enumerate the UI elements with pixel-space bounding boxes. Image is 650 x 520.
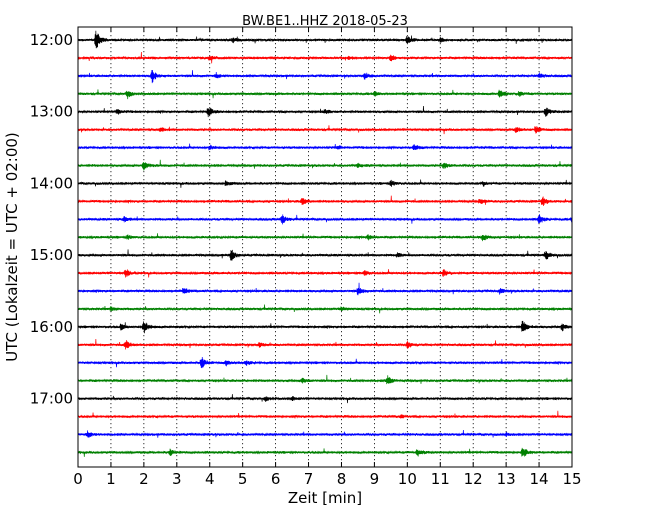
x-tick-label: 9 (370, 470, 380, 488)
trace-1400 (77, 179, 573, 188)
trace-1715 (77, 410, 573, 419)
trace-1745 (77, 447, 573, 457)
y-tick-label: 16:00 (30, 318, 73, 336)
y-tick-label: 17:00 (30, 390, 73, 408)
trace-1515 (77, 269, 573, 278)
x-tick-label: 3 (172, 470, 182, 488)
trace-1630 (77, 356, 573, 369)
trace-1245 (77, 89, 573, 100)
trace-1545 (77, 304, 573, 314)
trace-1345 (77, 159, 573, 171)
y-tick-label: 15:00 (30, 246, 73, 264)
x-tick-label: 8 (337, 470, 347, 488)
seismic-traces (77, 30, 573, 457)
x-tick-label: 4 (205, 470, 215, 488)
trace-1215 (77, 52, 573, 64)
trace-1330 (77, 143, 573, 151)
trace-1430 (77, 214, 573, 225)
trace-1615 (77, 339, 573, 350)
y-tick-label: 12:00 (30, 31, 73, 49)
trace-1645 (77, 374, 573, 385)
axis-ticks: 0 1 2 3 4 5 6 7 8 9 10 11 12 13 14 1512:0013:0014:0015:… (30, 27, 582, 488)
trace-1445 (77, 233, 573, 242)
grid-lines (110, 27, 540, 467)
x-tick-label: 12 (464, 470, 483, 488)
x-tick-label: 0 (73, 470, 83, 488)
chart-title: BW.BE1..HHZ 2018-05-23 (242, 14, 408, 29)
plot-frame (77, 26, 573, 468)
trace-1230 (77, 69, 573, 84)
x-tick-label: 6 (271, 470, 281, 488)
x-tick-label: 15 (562, 470, 581, 488)
y-tick-label: 13:00 (30, 103, 73, 121)
trace-1415 (77, 195, 573, 206)
y-axis-title: UTC (Lokalzeit = UTC + 02:00) (3, 132, 21, 362)
trace-1200 (77, 30, 573, 49)
x-tick-label: 2 (139, 470, 149, 488)
x-tick-label: 10 (398, 470, 417, 488)
trace-1600 (77, 320, 573, 334)
x-tick-label: 7 (304, 470, 314, 488)
trace-1530 (77, 282, 573, 296)
x-tick-label: 11 (431, 470, 450, 488)
x-tick-label: 1 (106, 470, 116, 488)
y-tick-label: 14:00 (30, 174, 73, 192)
x-tick-label: 13 (497, 470, 516, 488)
x-axis-title: Zeit [min] (288, 489, 362, 507)
trace-1730 (77, 430, 573, 438)
x-tick-label: 5 (238, 470, 248, 488)
trace-1300 (77, 105, 573, 118)
trace-1700 (77, 394, 573, 404)
trace-1315 (77, 125, 573, 135)
trace-1500 (77, 249, 573, 261)
x-tick-label: 14 (530, 470, 549, 488)
